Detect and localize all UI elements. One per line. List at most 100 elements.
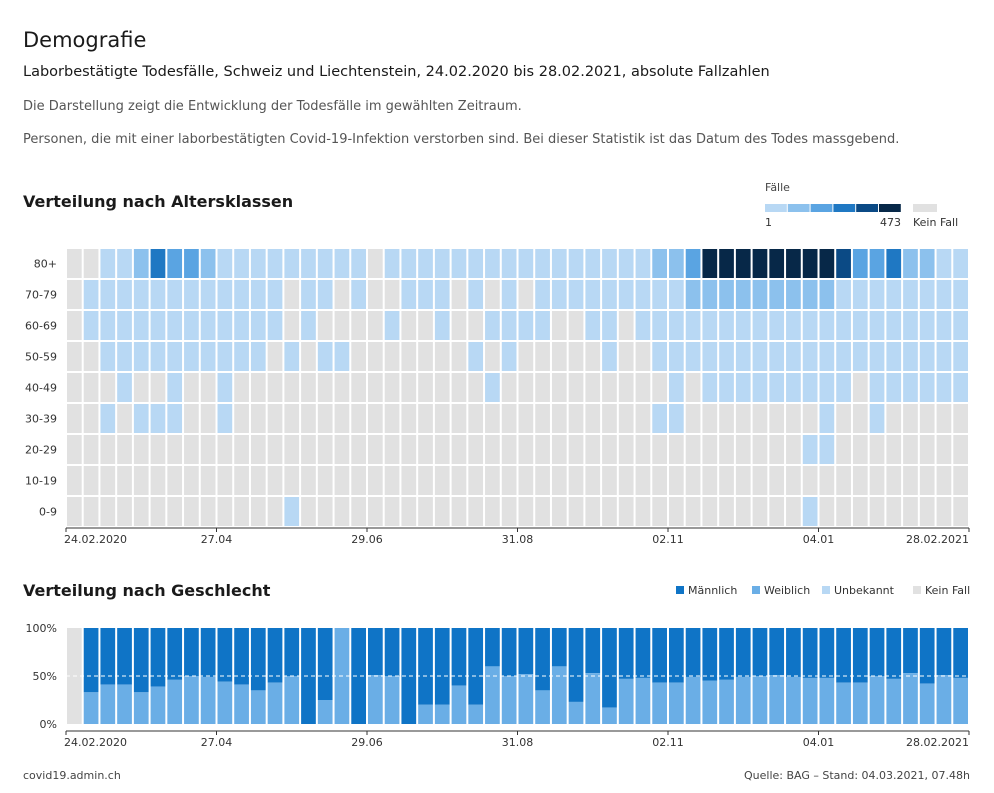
- heatmap-cell: [501, 373, 517, 402]
- heatmap-cell: [886, 497, 902, 526]
- heatmap-cell: [150, 466, 166, 495]
- heatmap-cell: [618, 404, 634, 433]
- heatmap-cell: [418, 373, 433, 402]
- heatmap-cell: [334, 497, 350, 526]
- heatmap-cell: [669, 311, 684, 340]
- heatmap-cell: [886, 373, 902, 402]
- heatmap-cell: [769, 311, 785, 340]
- heatmap-cell: [334, 249, 350, 278]
- footer-site[interactable]: covid19.admin.ch: [23, 769, 121, 782]
- heatmap-cell: [652, 249, 667, 278]
- row-label: 40-49: [25, 382, 57, 395]
- heatmap-cell: [635, 373, 651, 402]
- heatmap-cell: [133, 435, 149, 464]
- heatmap-cell: [117, 404, 132, 433]
- heatmap-cell: [67, 280, 82, 309]
- heatmap-cell: [685, 435, 701, 464]
- heatmap-cell: [167, 342, 183, 371]
- gender-bar-male: [384, 628, 400, 676]
- heatmap-cell: [184, 249, 199, 278]
- heatmap-cell: [719, 249, 734, 278]
- heatmap-cell: [368, 435, 383, 464]
- heatmap-cell: [836, 373, 851, 402]
- heatmap-cell: [133, 311, 149, 340]
- heatmap-cell: [602, 311, 617, 340]
- heatmap-cell: [836, 404, 851, 433]
- heatmap-cell: [368, 342, 383, 371]
- heatmap-cell: [886, 342, 902, 371]
- heatmap-cell: [936, 280, 952, 309]
- heatmap-cell: [919, 280, 935, 309]
- heatmap-cell: [250, 435, 266, 464]
- heatmap-cell: [167, 497, 183, 526]
- gender-bar-female: [451, 685, 467, 724]
- heatmap-cell: [368, 373, 383, 402]
- heatmap-cell: [919, 466, 935, 495]
- gender-bar-female: [418, 704, 433, 724]
- y-tick-label: 0%: [40, 718, 57, 731]
- heatmap-cell: [535, 311, 550, 340]
- heatmap-cell: [501, 249, 517, 278]
- gender-bar-male: [301, 628, 316, 724]
- heatmap-cell: [217, 311, 233, 340]
- heatmap-cell: [267, 497, 283, 526]
- gender-legend-label: Unbekannt: [834, 584, 895, 597]
- heatmap-cell: [568, 497, 584, 526]
- heatmap-cell: [752, 342, 768, 371]
- heatmap-cell: [819, 373, 835, 402]
- heatmap-cell: [903, 280, 918, 309]
- heatmap-cell: [418, 311, 433, 340]
- heatmap-cell: [518, 249, 534, 278]
- heatmap-cell: [67, 249, 82, 278]
- heatmap-cell: [250, 497, 266, 526]
- heatmap-cell: [585, 466, 601, 495]
- heatmap-cell: [685, 249, 701, 278]
- heatmap-cell: [786, 311, 801, 340]
- heatmap-cell: [468, 497, 484, 526]
- heatmap-cell: [551, 311, 567, 340]
- axis-tick-label: 24.02.2020: [64, 736, 127, 749]
- heatmap-cell: [401, 435, 417, 464]
- heatmap-cell: [769, 435, 785, 464]
- heatmap-cell: [501, 342, 517, 371]
- heatmap-cell: [267, 373, 283, 402]
- heatmap-cell: [953, 435, 968, 464]
- heatmap-cell: [451, 435, 467, 464]
- heatmap-cell: [83, 280, 99, 309]
- heatmap-cell: [434, 342, 450, 371]
- heatmap-cell: [602, 373, 617, 402]
- heatmap-cell: [200, 280, 216, 309]
- heatmap-cell: [301, 435, 316, 464]
- heatmap-cell: [250, 373, 266, 402]
- gender-bar-male: [167, 628, 183, 680]
- gender-bar-male: [618, 628, 634, 679]
- heatmap-cell: [150, 435, 166, 464]
- axis-tick-label: 04.01: [803, 533, 835, 546]
- heatmap-cell: [669, 404, 684, 433]
- heatmap-cell: [551, 404, 567, 433]
- heatmap-cell: [83, 466, 99, 495]
- heatmap-cell: [485, 249, 500, 278]
- heatmap-cell: [685, 311, 701, 340]
- heatmap-cell: [953, 342, 968, 371]
- gender-bar-female: [100, 684, 116, 724]
- heatmap-cell: [351, 311, 366, 340]
- heatmap-cell: [317, 373, 333, 402]
- heatmap-cell: [451, 404, 467, 433]
- gender-bar-male: [317, 628, 333, 700]
- gender-bar-female: [518, 674, 534, 724]
- heatmap-x-axis: 24.02.2020 27.04 29.06 31.08 02.11 04.01 28.02…: [64, 527, 970, 546]
- heatmap-cell: [786, 497, 801, 526]
- heatmap-cell: [267, 249, 283, 278]
- heatmap-cell: [752, 311, 768, 340]
- heatmap-cell: [485, 280, 500, 309]
- heatmap-cell: [786, 373, 801, 402]
- heatmap-cell: [535, 373, 550, 402]
- heatmap-cell: [602, 342, 617, 371]
- heatmap-cell: [200, 249, 216, 278]
- heatmap-cell: [802, 404, 818, 433]
- heatmap-cell: [133, 497, 149, 526]
- footer-source: Quelle: BAG – Stand: 04.03.2021, 07.48h: [743, 769, 970, 782]
- heatmap-cell: [200, 373, 216, 402]
- gender-bar-female: [267, 682, 283, 724]
